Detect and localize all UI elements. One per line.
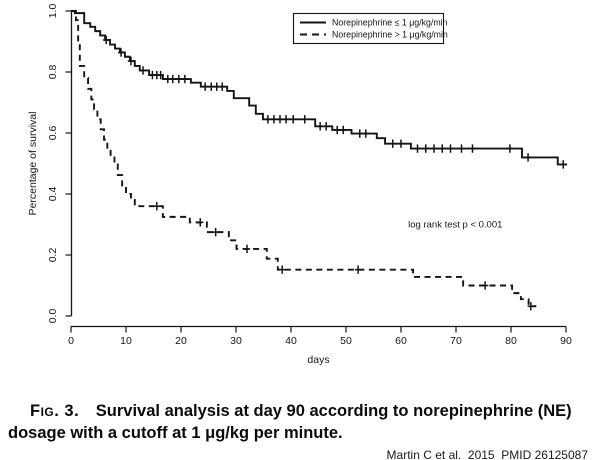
- y-tick-label: 0.4: [47, 187, 59, 202]
- legend-label: Norepinephrine > 1 μg/kg/min: [332, 30, 448, 40]
- censor-marks: [103, 35, 567, 169]
- x-tick-label: 70: [450, 335, 462, 347]
- y-tick-label: 0.8: [47, 65, 59, 80]
- x-tick-label: 90: [560, 335, 572, 347]
- survival-chart: 0 10 20 30 40 50 60 70 80 90 days 0.0 0.2 0.4 0.6 0.8 1.…: [27, 4, 572, 366]
- x-tick-label: 80: [505, 335, 517, 347]
- figure-caption-text: Fig. 3. Survival analysis at day 90 acco…: [8, 401, 592, 445]
- x-tick-label: 20: [175, 335, 187, 347]
- x-tick-label: 30: [230, 335, 242, 347]
- figure-caption: Fig. 3. Survival analysis at day 90 acco…: [8, 401, 592, 445]
- x-axis-title: days: [307, 354, 329, 366]
- x-tick-label: 40: [285, 335, 297, 347]
- x-tick-label: 0: [68, 335, 74, 347]
- y-tick-label: 1.0: [47, 4, 59, 19]
- x-tick-label: 60: [395, 335, 407, 347]
- series-ne-le-1: [71, 10, 568, 169]
- y-tick-label: 0.2: [47, 248, 59, 263]
- survival-step-line: [71, 10, 537, 308]
- attribution-text: Martin C et al. 2015 PMID 26125087: [386, 447, 588, 460]
- figure-label: Fig. 3.: [30, 402, 80, 420]
- legend: Norepinephrine ≤ 1 μg/kg/min Norepinephri…: [292, 12, 448, 45]
- y-axis-title: Percentage of survival: [27, 112, 39, 216]
- y-tick-label: 0.0: [47, 309, 59, 324]
- caption-line-1: Survival analysis at day 90 according to…: [95, 402, 572, 420]
- x-axis: 0 10 20 30 40 50 60 70 80 90 days: [68, 325, 572, 366]
- x-tick-label: 10: [120, 335, 132, 347]
- y-tick-label: 0.6: [47, 126, 59, 141]
- legend-label: Norepinephrine ≤ 1 μg/kg/min: [332, 18, 448, 28]
- legend-box: [292, 12, 445, 45]
- caption-line-2: dosage with a cutoff at 1 μg/kg per minu…: [8, 423, 343, 442]
- censor-marks: [153, 202, 534, 311]
- x-tick-label: 50: [340, 335, 352, 347]
- y-axis: 0.0 0.2 0.4 0.6 0.8 1.0 Percentage of survival: [27, 4, 73, 324]
- series-ne-gt-1: [71, 10, 537, 311]
- survival-step-line: [71, 10, 568, 166]
- log-rank-annotation: log rank test p < 0.001: [408, 220, 502, 231]
